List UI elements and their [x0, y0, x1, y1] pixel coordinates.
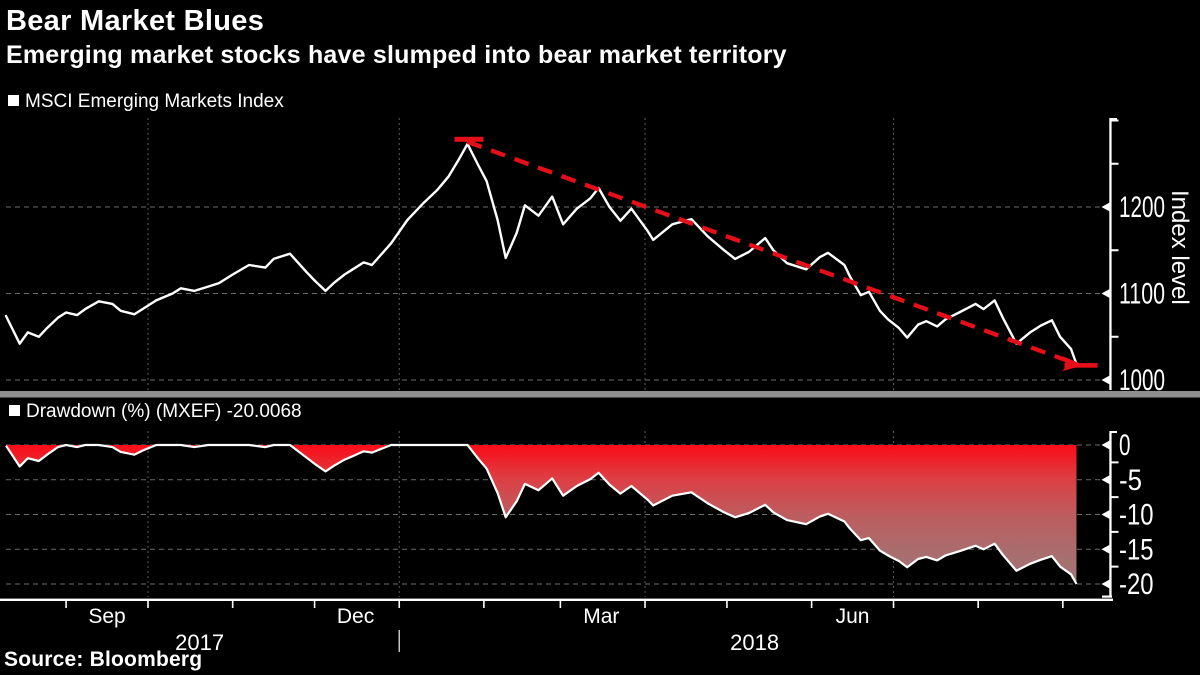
x-axis-month-tick — [726, 601, 728, 608]
y-axis-index: 1200 1100 1000 — [1101, 118, 1165, 397]
y-axis-index-minor-tick — [1111, 162, 1119, 165]
legend-msci-label: MSCI Emerging Markets Index — [25, 91, 284, 112]
x-axis-month-tick — [231, 601, 234, 608]
drawdown-area — [6, 445, 1077, 584]
drawdown-line — [5, 443, 1078, 585]
y-axis-index-major-tick-arrow-icon — [1101, 288, 1111, 299]
y-axis-index-tick-label-1000: 1000 — [1119, 364, 1165, 397]
legend-drawdown: Drawdown (%) (MXEF) -20.0068 — [9, 401, 302, 423]
y-axis-title-index-level: Index level — [1166, 190, 1193, 305]
x-axis-month-tick — [147, 601, 149, 608]
y-axis-index-tick-label-1200: 1200 — [1119, 191, 1165, 224]
y-axis-drawdown: 0-5-10-15-20 — [1101, 429, 1154, 601]
legend-msci-index: MSCI Emerging Markets Index — [8, 91, 284, 113]
y-axis-index-major-tick-arrow-icon — [1101, 201, 1111, 213]
y-axis-index-minor-tick — [1111, 335, 1119, 338]
x-axis-month-tick — [559, 601, 562, 608]
msci-index-line — [4, 142, 1078, 366]
x-axis-year-label-2018: 2018 — [730, 630, 779, 655]
x-axis-year-label-2017: 2017 — [175, 630, 224, 655]
y-axis-drawdown-major-tick-arrow-icon — [1101, 578, 1111, 590]
trend-peak-marker — [454, 136, 484, 142]
x-axis-month-tick — [313, 601, 316, 608]
legend-square-icon — [9, 405, 20, 416]
y-axis-drawdown-tick-label--15: -15 — [1119, 533, 1154, 566]
y-axis-drawdown-tick-label--5: -5 — [1119, 464, 1142, 497]
y-axis-drawdown-major-tick-arrow-icon — [1101, 509, 1111, 520]
x-axis-month-tick — [892, 601, 895, 608]
x-axis-month-label-Jun: Jun — [836, 605, 870, 628]
x-axis-month-label-Dec: Dec — [337, 605, 374, 628]
y-axis-drawdown-major-tick-arrow-icon — [1101, 474, 1111, 485]
panel-divider-bar — [0, 391, 1200, 398]
y-axis-drawdown-bottom-cap — [1102, 595, 1112, 598]
legend-square-icon — [8, 95, 19, 106]
y-axis-drawdown-minor-tick — [1111, 461, 1119, 464]
y-axis-drawdown-tick-label--20: -20 — [1119, 568, 1154, 601]
x-axis-month-tick — [398, 601, 401, 608]
y-axis-drawdown-minor-tick — [1111, 496, 1119, 499]
x-axis-month-tick — [644, 601, 646, 608]
y-axis-drawdown-tick-label--10: -10 — [1119, 499, 1154, 532]
y-axis-index-minor-tick — [1111, 119, 1119, 122]
x-axis-month-tick — [483, 601, 485, 608]
page-title: Bear Market Blues — [6, 5, 265, 37]
y-axis-drawdown-minor-tick — [1111, 565, 1119, 568]
y-axis-drawdown-major-tick-arrow-icon — [1101, 544, 1111, 555]
x-axis: Sep Dec Mar Jun 2017 2018 — [0, 598, 1113, 655]
trend-end-marker — [1064, 363, 1098, 368]
x-axis-month-tick — [1062, 601, 1064, 608]
x-axis-month-tick — [810, 601, 813, 608]
y-axis-index-line — [1109, 118, 1112, 390]
x-axis-month-tick — [65, 601, 67, 608]
x-axis-month-label-Sep: Sep — [88, 605, 125, 628]
page-subtitle: Emerging market stocks have slumped into… — [6, 41, 787, 69]
y-axis-index-top-cap — [1110, 118, 1117, 120]
y-axis-drawdown-tick-label-0: 0 — [1119, 429, 1131, 462]
y-axis-drawdown-minor-tick — [1111, 530, 1119, 533]
y-axis-index-major-tick-arrow-icon — [1101, 374, 1111, 386]
x-axis-line — [0, 598, 1113, 601]
y-axis-index-minor-tick — [1111, 249, 1119, 252]
y-axis-index-tick-label-1100: 1100 — [1119, 278, 1165, 311]
source-note: Source: Bloomberg — [4, 648, 203, 671]
year-divider-line — [398, 630, 400, 652]
trend-dashed-line — [466, 139, 1070, 364]
x-axis-month-label-Mar: Mar — [583, 605, 619, 628]
legend-drawdown-label: Drawdown (%) (MXEF) -20.0068 — [26, 401, 302, 422]
y-axis-drawdown-top-cap — [1110, 431, 1117, 433]
x-axis-month-tick — [977, 601, 979, 608]
y-axis-drawdown-major-tick-arrow-icon — [1101, 439, 1111, 451]
